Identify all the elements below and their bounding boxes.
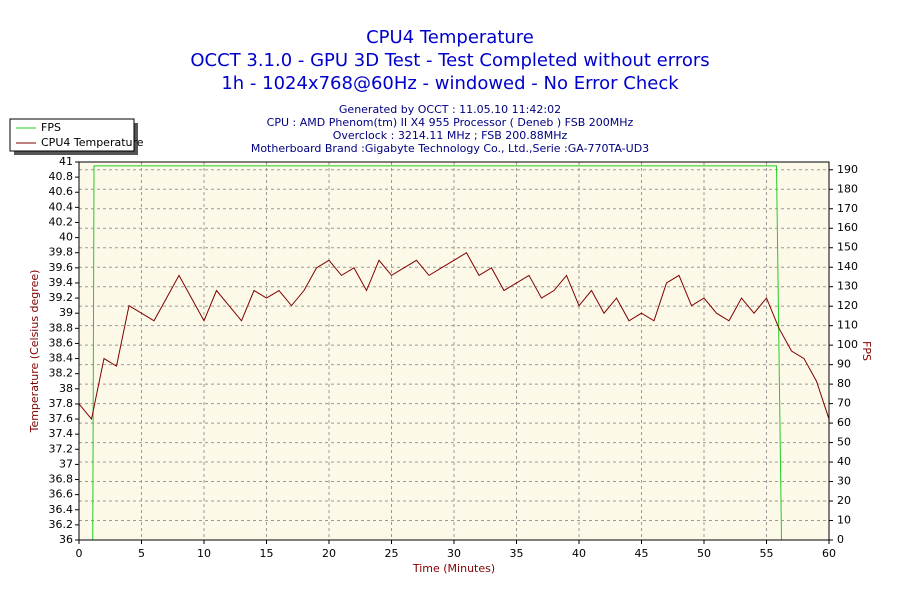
x-tick-label: 50: [697, 547, 711, 560]
x-tick-label: 55: [760, 547, 774, 560]
y2-tick-label: 10: [837, 514, 851, 527]
legend-label: FPS: [41, 121, 61, 134]
y2-tick-label: 190: [837, 163, 858, 176]
x-tick-label: 60: [822, 547, 836, 560]
x-tick-label: 30: [447, 547, 461, 560]
y-tick-label: 37.8: [49, 397, 74, 410]
y2-tick-label: 120: [837, 299, 858, 312]
y2-tick-label: 60: [837, 416, 851, 429]
x-tick-label: 5: [138, 547, 145, 560]
y-tick-label: 36.6: [49, 488, 74, 501]
y2-tick-label: 100: [837, 338, 858, 351]
y-tick-label: 39.4: [49, 276, 74, 289]
y-tick-label: 39.2: [49, 291, 74, 304]
y-tick-label: 38.8: [49, 321, 74, 334]
y-tick-label: 40.4: [49, 200, 74, 213]
x-tick-label: 15: [260, 547, 274, 560]
y2-tick-label: 140: [837, 260, 858, 273]
x-tick-label: 10: [197, 547, 211, 560]
y2-tick-label: 80: [837, 377, 851, 390]
info-line: Overclock : 3214.11 MHz ; FSB 200.88MHz: [333, 129, 568, 142]
info-line: Generated by OCCT : 11.05.10 11:42:02: [339, 103, 561, 116]
y-tick-label: 38.4: [49, 352, 74, 365]
y2-tick-label: 0: [837, 533, 844, 546]
y-tick-label: 41: [59, 155, 73, 168]
y-tick-label: 37.4: [49, 427, 74, 440]
y-tick-label: 36.2: [49, 518, 74, 531]
y-tick-label: 38: [59, 382, 73, 395]
y-tick-label: 36.4: [49, 503, 74, 516]
y2-tick-label: 110: [837, 319, 858, 332]
y-tick-label: 37: [59, 457, 73, 470]
y-tick-label: 40.8: [49, 170, 74, 183]
y-tick-label: 40.2: [49, 215, 74, 228]
x-tick-label: 40: [572, 547, 586, 560]
y-tick-label: 37.6: [49, 412, 74, 425]
y2-tick-label: 180: [837, 182, 858, 195]
y2-tick-label: 20: [837, 494, 851, 507]
y2-tick-label: 50: [837, 436, 851, 449]
plot-border: [78, 161, 830, 541]
legend-label: CPU4 Temperature: [41, 136, 144, 149]
series-line: [78, 252, 830, 421]
y2-tick-label: 150: [837, 241, 858, 254]
y2-tick-label: 170: [837, 202, 858, 215]
y-tick-label: 38.6: [49, 336, 74, 349]
chart-subtitle: 1h - 1024x768@60Hz - windowed - No Error…: [221, 73, 679, 94]
y2-tick-label: 90: [837, 358, 851, 371]
legend: [9, 118, 135, 152]
y-tick-label: 37.2: [49, 442, 74, 455]
y-tick-label: 40: [59, 231, 73, 244]
x-tick-label: 20: [322, 547, 336, 560]
y2-tick-label: 130: [837, 280, 858, 293]
y-tick-label: 39.8: [49, 246, 74, 259]
y-tick-label: 38.2: [49, 367, 74, 380]
info-line: CPU : AMD Phenom(tm) II X4 955 Processor…: [267, 116, 634, 129]
y-tick-label: 39.6: [49, 261, 74, 274]
y-tick-label: 36: [59, 533, 73, 546]
y-tick-label: 39: [59, 306, 73, 319]
y-axis-label: Temperature (Celsius degree): [28, 270, 41, 434]
y2-tick-label: 70: [837, 397, 851, 410]
x-tick-label: 45: [635, 547, 649, 560]
y2-tick-label: 30: [837, 475, 851, 488]
y2-axis-label: FPS: [860, 341, 873, 361]
chart-subtitle: OCCT 3.1.0 - GPU 3D Test - Test Complete…: [190, 50, 709, 71]
x-axis-label: Time (Minutes): [412, 562, 495, 575]
x-tick-label: 0: [76, 547, 83, 560]
y-tick-label: 36.8: [49, 473, 74, 486]
y2-tick-label: 40: [837, 455, 851, 468]
y-tick-label: 40.6: [49, 185, 74, 198]
chart-title: CPU4 Temperature: [366, 27, 534, 48]
info-line: Motherboard Brand :Gigabyte Technology C…: [251, 142, 649, 155]
x-tick-label: 35: [510, 547, 524, 560]
x-tick-label: 25: [385, 547, 399, 560]
y2-tick-label: 160: [837, 221, 858, 234]
